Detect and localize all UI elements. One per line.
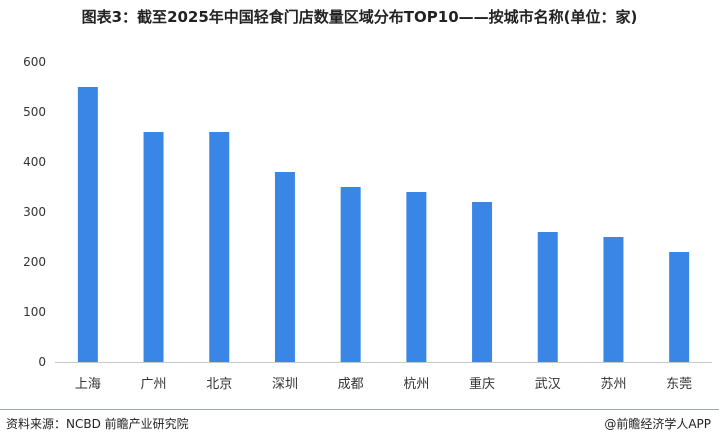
bar — [406, 192, 427, 362]
x-category-label: 武汉 — [535, 377, 561, 392]
y-tick-label: 0 — [38, 355, 46, 369]
bar — [603, 237, 624, 362]
x-axis-labels: 上海 广州 北京 深圳 成都 杭州 重庆 武汉 苏州 东莞 — [75, 376, 692, 392]
bar — [472, 202, 493, 362]
x-category-label: 上海 — [75, 377, 101, 392]
x-category-label: 重庆 — [469, 376, 495, 392]
bars — [77, 87, 690, 362]
y-tick-label: 300 — [23, 205, 46, 219]
y-tick-label: 400 — [23, 155, 46, 169]
y-tick-label: 500 — [23, 105, 46, 119]
x-category-label: 成都 — [338, 377, 364, 392]
x-category-label: 苏州 — [600, 376, 626, 392]
bar — [537, 232, 558, 362]
x-category-label: 东莞 — [666, 377, 692, 392]
bar — [274, 172, 295, 362]
x-category-label: 杭州 — [403, 377, 429, 392]
y-tick-label: 200 — [23, 255, 46, 269]
bar — [209, 132, 230, 362]
bar — [340, 187, 361, 362]
y-tick-label: 100 — [23, 305, 46, 319]
bar — [669, 252, 690, 362]
x-category-label: 深圳 — [272, 377, 298, 392]
bar-chart: 0 100 200 300 400 500 600 上海 广州 北京 深圳 成都 杭州 重庆 武汉 苏州 东莞 — [23, 55, 712, 392]
credit-note: @前瞻经济学人APP — [604, 417, 711, 431]
source-note: 资料来源：NCBD 前瞻产业研究院 — [6, 417, 189, 431]
y-axis-ticks: 0 100 200 300 400 500 600 — [23, 55, 46, 369]
chart-title: 图表3：截至2025年中国轻食门店数量区域分布TOP10——按城市名称(单位：家… — [81, 8, 638, 26]
bar — [143, 132, 164, 362]
footer-divider — [0, 409, 719, 410]
bar — [77, 87, 98, 362]
x-category-label: 北京 — [206, 377, 232, 392]
y-tick-label: 600 — [23, 55, 46, 69]
x-category-label: 广州 — [141, 377, 167, 392]
